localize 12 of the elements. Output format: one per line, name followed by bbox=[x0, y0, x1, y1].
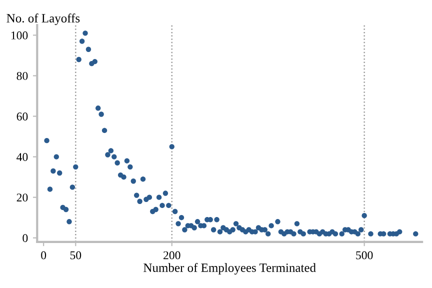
y-tick-label: 100 bbox=[11, 31, 28, 40]
x-tick-label: 50 bbox=[70, 251, 82, 260]
y-tick-label: 80 bbox=[16, 72, 28, 80]
x-tick-label: 500 bbox=[356, 251, 373, 260]
x-tick-label: 200 bbox=[164, 251, 180, 260]
y-tick-label: 40 bbox=[16, 153, 28, 162]
x-axis-title: Number of Employees Terminated bbox=[144, 263, 316, 275]
x-tick-label: 0 bbox=[41, 251, 46, 260]
y-tick-label: 60 bbox=[16, 112, 28, 120]
y-tick-label: 0 bbox=[22, 234, 28, 242]
y-axis-title: No. of Layoffs bbox=[6, 14, 80, 26]
y-tick-label: 20 bbox=[16, 194, 28, 202]
